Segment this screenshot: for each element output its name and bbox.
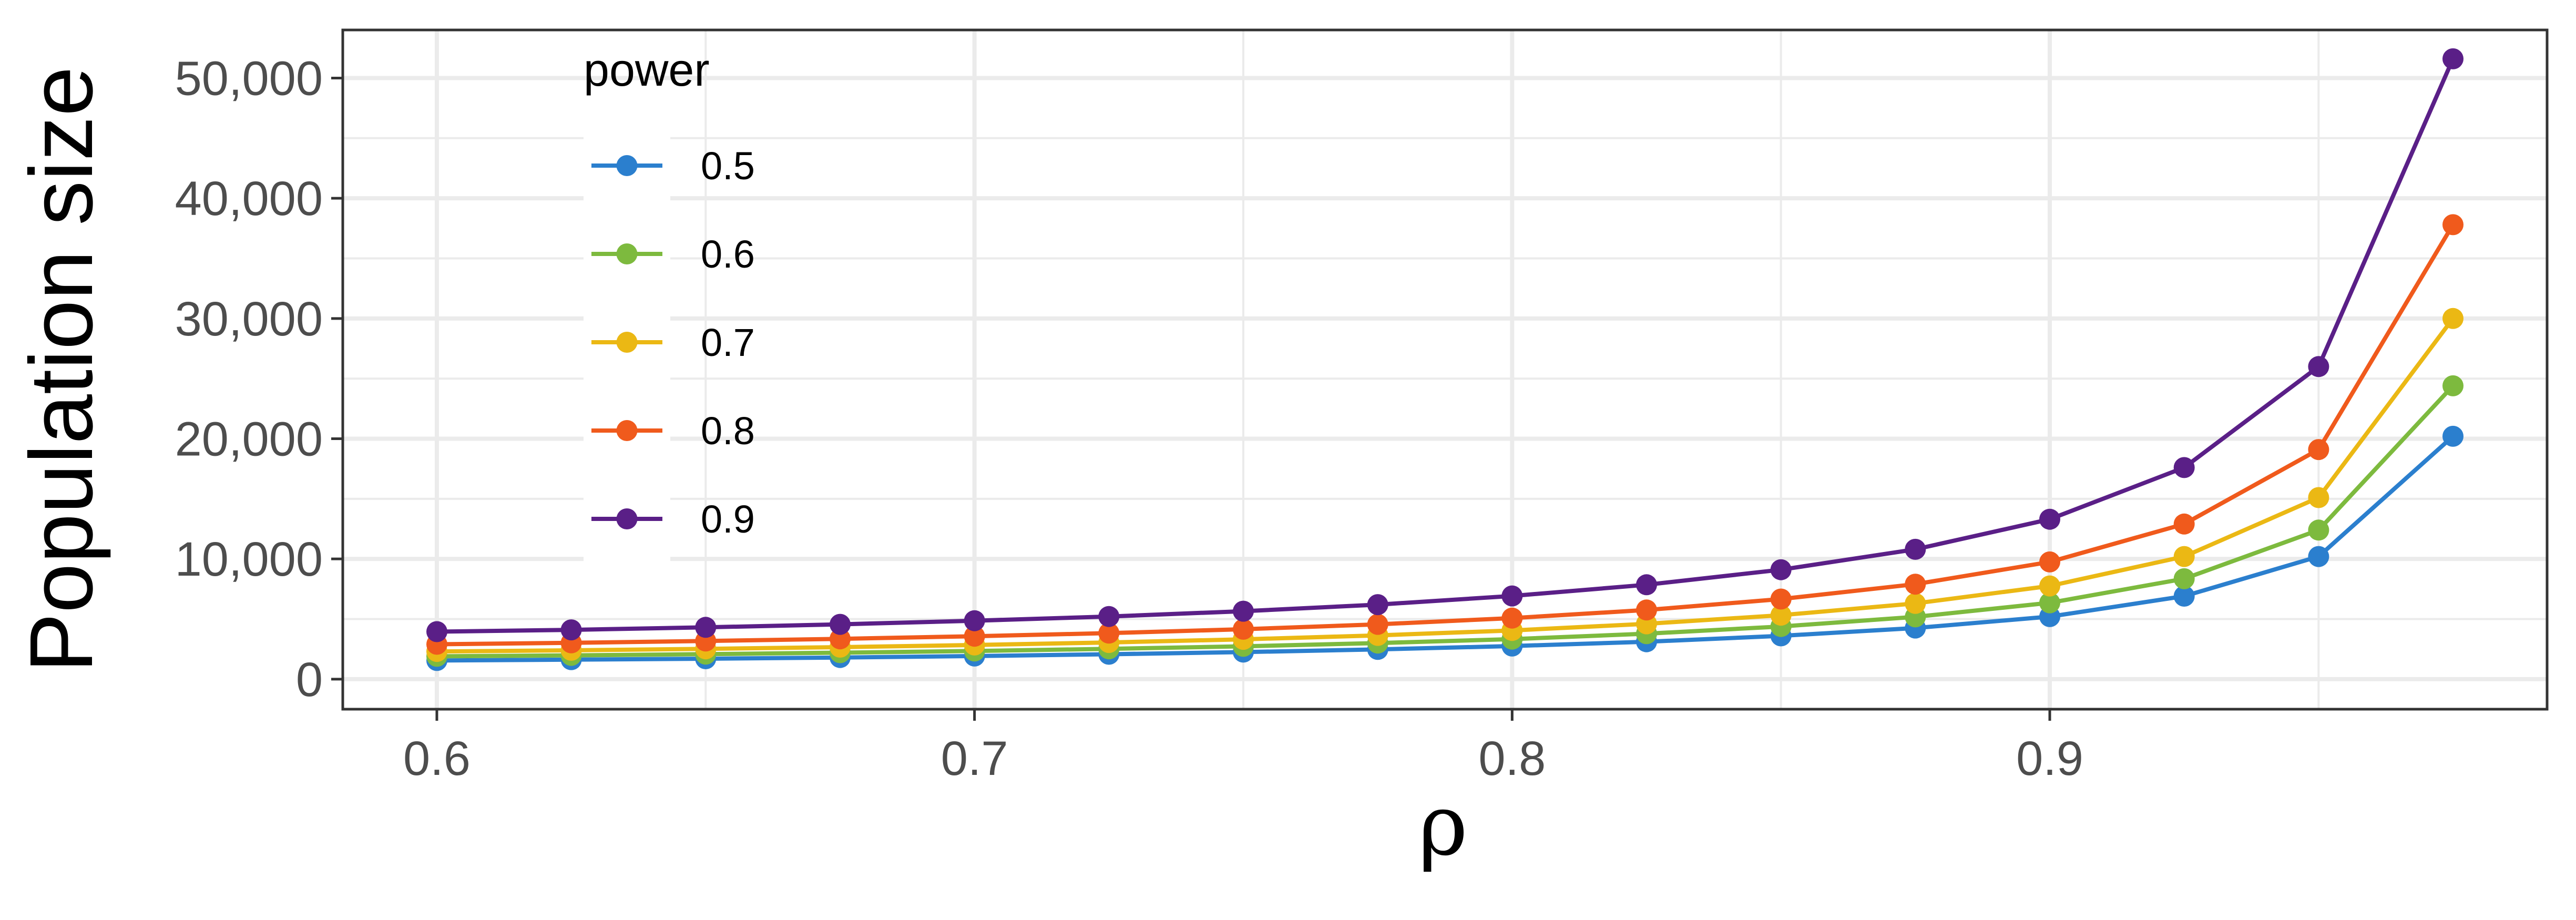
y-tick-label: 0 (296, 653, 323, 707)
data-point-0.9 (2173, 457, 2195, 478)
y-tick-label: 40,000 (175, 172, 323, 226)
data-point-0.8 (830, 628, 851, 650)
data-point-0.7 (2173, 546, 2195, 567)
data-point-0.9 (695, 617, 717, 638)
data-point-0.8 (1905, 574, 1926, 595)
y-tick-label: 10,000 (175, 533, 323, 586)
data-point-0.9 (1636, 574, 1657, 596)
x-tick-label: 0.8 (1478, 732, 1546, 785)
data-point-0.9 (1233, 600, 1254, 622)
data-point-0.9 (830, 614, 851, 635)
y-tick-label: 30,000 (175, 292, 323, 346)
series-line-0.6 (436, 384, 2455, 659)
data-point-0.9 (2308, 356, 2329, 377)
data-point-0.7 (1905, 592, 1926, 614)
data-point-0.5 (2308, 546, 2329, 567)
series-line-0.8 (436, 223, 2455, 647)
series-line-0.7 (436, 317, 2455, 654)
data-point-0.8 (1501, 607, 1523, 629)
data-point-0.7 (1770, 605, 1792, 626)
series-layer (426, 48, 2463, 671)
data-point-0.7 (2442, 308, 2463, 329)
legend-label-0.5: 0.5 (701, 144, 755, 188)
plot-border (341, 28, 2549, 711)
legend-label-0.9: 0.9 (701, 497, 755, 541)
series-line-0.9 (436, 58, 2455, 634)
data-point-0.9 (426, 621, 447, 642)
data-point-0.8 (2308, 439, 2329, 461)
legend-label-0.7: 0.7 (701, 321, 755, 364)
legend-key-point-0.7 (616, 332, 638, 353)
series-line-0.5 (436, 434, 2455, 663)
data-point-0.8 (964, 626, 985, 647)
data-point-0.9 (560, 619, 582, 641)
legend-key-point-0.5 (616, 155, 638, 176)
data-point-0.8 (2173, 513, 2195, 535)
x-axis-title: ρ (1418, 776, 1468, 874)
data-point-0.8 (1233, 618, 1254, 640)
data-point-0.5 (2173, 586, 2195, 607)
data-point-0.9 (964, 610, 985, 631)
data-point-0.9 (1098, 606, 1120, 627)
data-point-0.6 (2173, 568, 2195, 589)
data-point-0.9 (1770, 559, 1792, 580)
legend-key-point-0.8 (616, 420, 638, 441)
data-point-0.8 (2442, 214, 2463, 236)
y-axis-title: Population size (12, 67, 111, 673)
legend-label-0.8: 0.8 (701, 409, 755, 453)
data-point-0.8 (1098, 622, 1120, 644)
data-point-0.9 (2039, 508, 2060, 530)
data-point-0.8 (1636, 599, 1657, 621)
plot-background (343, 30, 2547, 709)
data-point-0.8 (1367, 614, 1388, 635)
x-tick-label: 0.9 (2016, 732, 2083, 785)
legend-title: power (584, 44, 710, 96)
legend-label-0.6: 0.6 (701, 232, 755, 276)
x-tick-label: 0.6 (403, 732, 471, 785)
data-point-0.6 (2039, 592, 2060, 614)
data-point-0.7 (2039, 575, 2060, 597)
data-point-0.9 (1905, 538, 1926, 560)
data-point-0.7 (2308, 487, 2329, 508)
x-tick-label: 0.7 (941, 732, 1008, 785)
data-point-0.9 (1501, 585, 1523, 607)
data-point-0.8 (2039, 551, 2060, 573)
grid-layer (343, 30, 2547, 709)
data-point-0.9 (1367, 594, 1388, 616)
legend-key-point-0.6 (616, 243, 638, 264)
legend-key-point-0.9 (616, 508, 638, 529)
y-tick-label: 20,000 (175, 412, 323, 466)
data-point-0.6 (2442, 375, 2463, 396)
legend: power 0.5 0.6 0.7 0.8 0.9 (584, 44, 755, 562)
y-tick-label: 50,000 (175, 52, 323, 105)
axis-layer: 0.6 0.7 0.8 0.9 0 10,000 20,000 30,000 40,000 50,… (175, 52, 2083, 785)
data-point-0.8 (1770, 588, 1792, 610)
data-point-0.9 (2442, 48, 2463, 69)
data-point-0.6 (2308, 519, 2329, 541)
data-point-0.5 (2442, 425, 2463, 447)
